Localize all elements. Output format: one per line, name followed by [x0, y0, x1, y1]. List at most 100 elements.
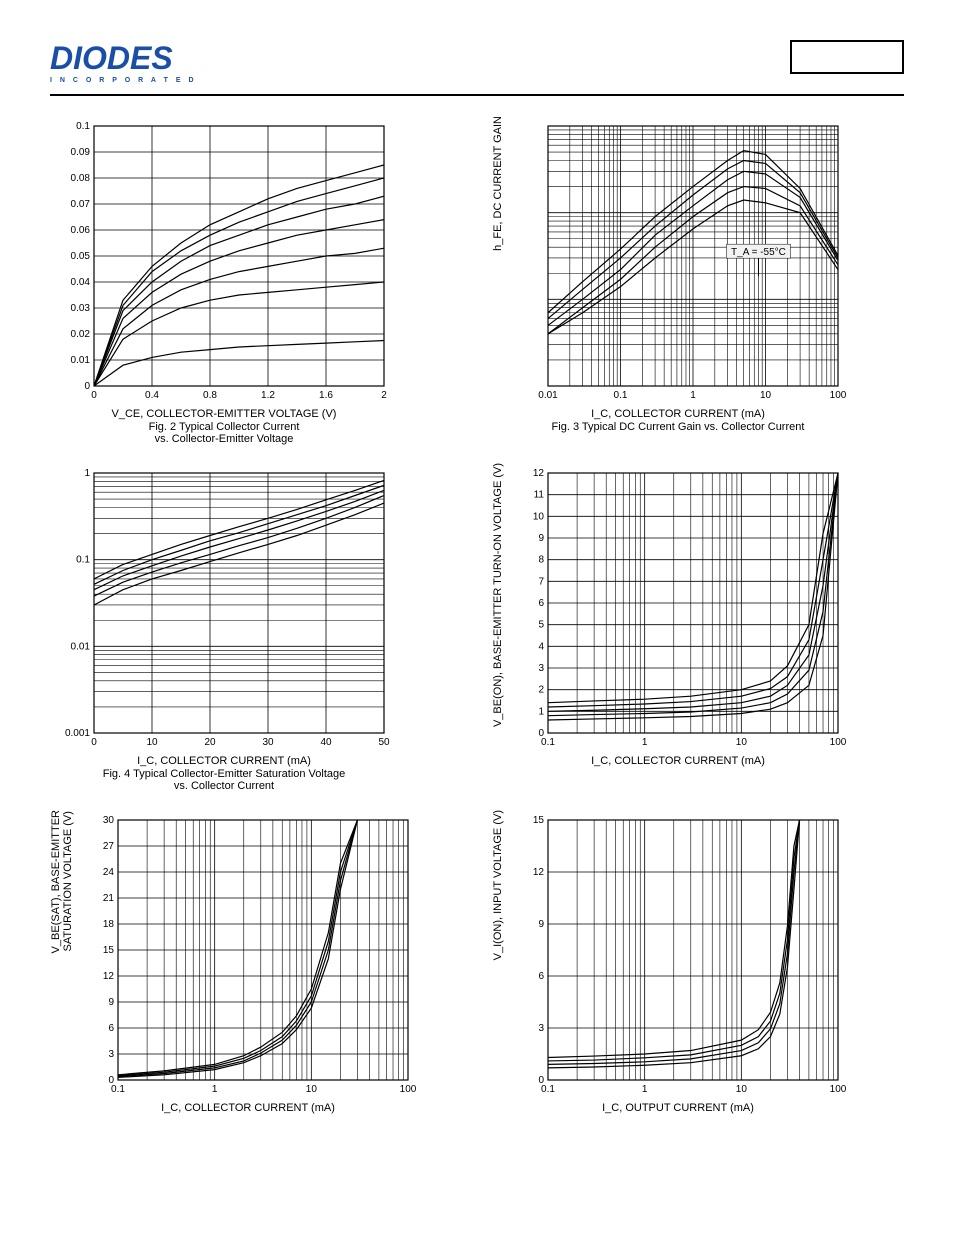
svg-text:6: 6: [538, 598, 544, 609]
fig5-chart: 0.11101000123456789101112: [508, 463, 848, 753]
svg-text:9: 9: [538, 919, 544, 930]
svg-text:0.1: 0.1: [76, 121, 90, 132]
fig5-ylabel: V_BE(ON), BASE-EMITTER TURN-ON VOLTAGE (…: [492, 463, 504, 727]
svg-text:15: 15: [103, 945, 115, 956]
svg-text:20: 20: [204, 737, 216, 748]
fig2-chart: 00.40.81.21.6200.010.020.030.040.050.060…: [54, 116, 394, 406]
svg-text:2: 2: [381, 390, 387, 401]
svg-text:0.02: 0.02: [71, 329, 91, 340]
svg-text:0: 0: [84, 381, 90, 392]
fig3-chart: 0.01 0.1 1 10 100 T_A = -55°C: [508, 116, 848, 406]
svg-text:0: 0: [108, 1075, 114, 1086]
svg-text:0.09: 0.09: [71, 147, 91, 158]
figure-4: 0 10 20 30 40 50 0.001 0.01 0.1 1 I_C, COLLECTOR …: [50, 463, 462, 792]
fig2-xlabel: V_CE, COLLECTOR-EMITTER VOLTAGE (V): [112, 408, 337, 420]
svg-text:0: 0: [538, 728, 544, 739]
svg-text:10: 10: [736, 737, 748, 748]
svg-text:1: 1: [642, 1084, 648, 1095]
svg-text:0.1: 0.1: [76, 555, 90, 566]
svg-text:0.01: 0.01: [71, 641, 91, 652]
svg-text:100: 100: [830, 1084, 847, 1095]
svg-text:6: 6: [108, 1023, 114, 1034]
svg-text:8: 8: [538, 555, 544, 566]
svg-text:0: 0: [91, 390, 97, 401]
svg-text:15: 15: [533, 815, 545, 826]
svg-text:10: 10: [736, 1084, 748, 1095]
svg-text:10: 10: [533, 511, 545, 522]
svg-text:11: 11: [534, 490, 545, 501]
svg-text:21: 21: [103, 893, 115, 904]
fig2-caption: Fig. 2 Typical Collector Current vs. Col…: [149, 421, 300, 445]
fig5-xlabel: I_C, COLLECTOR CURRENT (mA): [591, 755, 765, 767]
svg-text:40: 40: [320, 737, 332, 748]
svg-text:1: 1: [690, 390, 696, 401]
figure-6: V_BE(SAT), BASE-EMITTER SATURATION VOLTA…: [50, 810, 462, 1115]
svg-text:9: 9: [108, 997, 114, 1008]
svg-text:1: 1: [538, 706, 544, 717]
svg-text:0.06: 0.06: [71, 225, 91, 236]
svg-text:50: 50: [378, 737, 390, 748]
fig7-chart: 0.111010003691215: [508, 810, 848, 1100]
page-header: DIODES I N C O R P O R A T E D: [50, 40, 904, 96]
svg-text:10: 10: [306, 1084, 318, 1095]
svg-text:7: 7: [538, 576, 544, 587]
svg-text:1.6: 1.6: [319, 390, 333, 401]
svg-text:12: 12: [533, 468, 545, 479]
fig4-caption: Fig. 4 Typical Collector-Emitter Saturat…: [103, 768, 346, 792]
figure-3: h_FE, DC CURRENT GAIN 0.01 0.1 1 10 100 T_A =…: [492, 116, 904, 445]
page: DIODES I N C O R P O R A T E D 00.40.81.…: [0, 0, 954, 1235]
svg-text:24: 24: [103, 867, 115, 878]
svg-text:100: 100: [400, 1084, 417, 1095]
svg-text:0.03: 0.03: [71, 303, 91, 314]
svg-text:3: 3: [108, 1049, 114, 1060]
svg-text:12: 12: [533, 867, 545, 878]
fig6-xlabel: I_C, COLLECTOR CURRENT (mA): [161, 1102, 335, 1114]
svg-text:27: 27: [103, 841, 115, 852]
svg-text:18: 18: [103, 919, 115, 930]
fig3-ylabel: h_FE, DC CURRENT GAIN: [492, 116, 504, 251]
charts-grid: 00.40.81.21.6200.010.020.030.040.050.060…: [50, 116, 904, 1115]
svg-text:0.05: 0.05: [71, 251, 91, 262]
svg-text:5: 5: [538, 620, 544, 631]
fig7-xlabel: I_C, OUTPUT CURRENT (mA): [602, 1102, 754, 1114]
svg-text:T_A = -55°C: T_A = -55°C: [731, 247, 786, 258]
figure-5: V_BE(ON), BASE-EMITTER TURN-ON VOLTAGE (…: [492, 463, 904, 792]
fig4-xlabel: I_C, COLLECTOR CURRENT (mA): [137, 755, 311, 767]
svg-text:0.08: 0.08: [71, 173, 91, 184]
svg-text:30: 30: [262, 737, 274, 748]
logo-text: DIODES: [50, 40, 173, 77]
svg-text:0.1: 0.1: [614, 390, 628, 401]
svg-text:30: 30: [103, 815, 115, 826]
figure-7: V_I(ON), INPUT VOLTAGE (V) 0.11101000369…: [492, 810, 904, 1115]
svg-text:12: 12: [103, 971, 115, 982]
svg-text:0.01: 0.01: [538, 390, 558, 401]
svg-text:9: 9: [538, 533, 544, 544]
svg-text:10: 10: [146, 737, 158, 748]
fig4-chart: 0 10 20 30 40 50 0.001 0.01 0.1 1: [54, 463, 394, 753]
svg-text:0.04: 0.04: [71, 277, 91, 288]
svg-text:1.2: 1.2: [261, 390, 275, 401]
fig6-chart: 0.1110100036912151821242730: [78, 810, 418, 1100]
logo: DIODES I N C O R P O R A T E D: [50, 40, 197, 84]
svg-text:0: 0: [538, 1075, 544, 1086]
fig6-ylabel: V_BE(SAT), BASE-EMITTER SATURATION VOLTA…: [50, 810, 74, 953]
svg-text:0.001: 0.001: [65, 728, 90, 739]
figure-2: 00.40.81.21.6200.010.020.030.040.050.060…: [50, 116, 462, 445]
part-box: [790, 40, 904, 74]
svg-text:0.01: 0.01: [71, 355, 91, 366]
svg-text:1: 1: [642, 737, 648, 748]
svg-text:2: 2: [538, 685, 544, 696]
svg-text:1: 1: [84, 468, 90, 479]
fig3-caption: Fig. 3 Typical DC Current Gain vs. Colle…: [552, 421, 805, 433]
svg-text:4: 4: [538, 641, 544, 652]
svg-text:100: 100: [830, 737, 847, 748]
svg-text:0.07: 0.07: [71, 199, 91, 210]
svg-text:0.4: 0.4: [145, 390, 159, 401]
svg-text:3: 3: [538, 663, 544, 674]
svg-text:6: 6: [538, 971, 544, 982]
svg-text:100: 100: [830, 390, 847, 401]
svg-text:3: 3: [538, 1023, 544, 1034]
svg-text:0: 0: [91, 737, 97, 748]
svg-text:10: 10: [760, 390, 772, 401]
fig3-xlabel: I_C, COLLECTOR CURRENT (mA): [591, 408, 765, 420]
